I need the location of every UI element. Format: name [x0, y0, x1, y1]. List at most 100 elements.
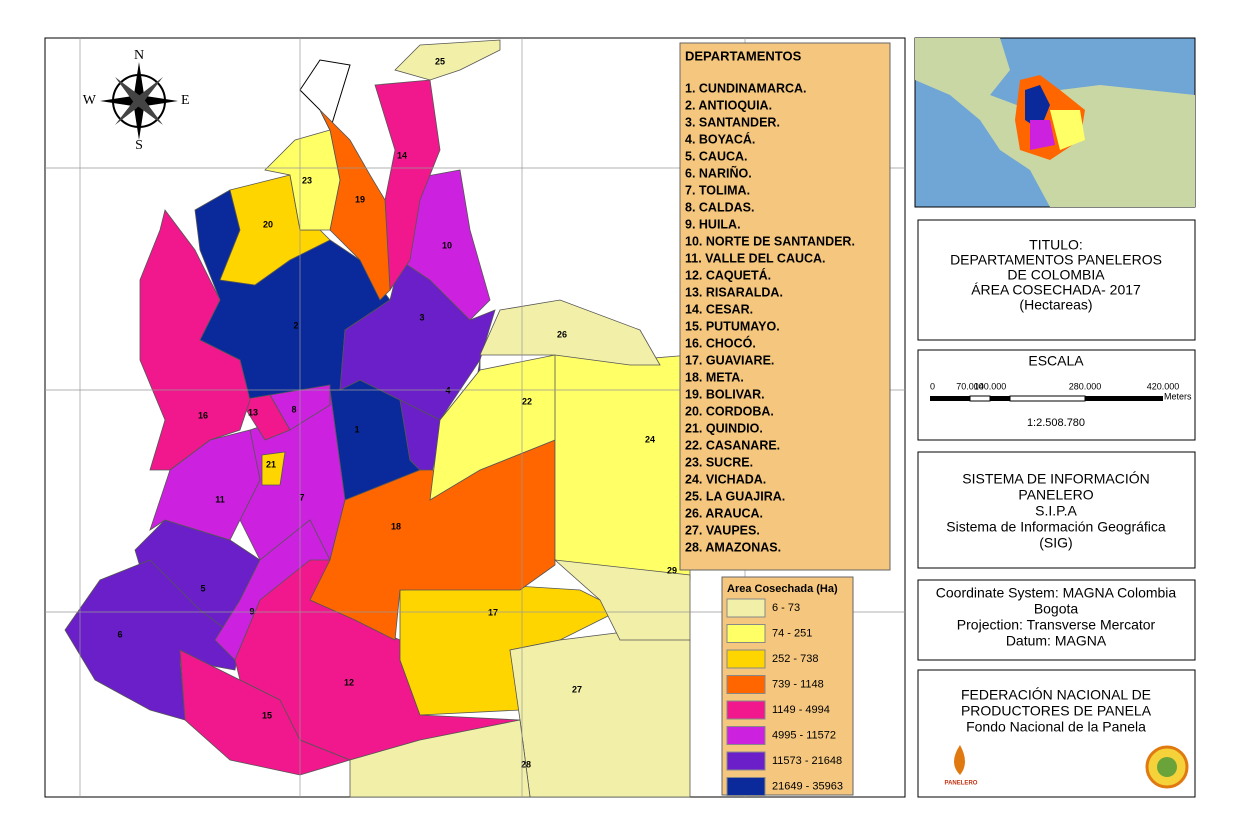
legend-swatch [726, 598, 766, 618]
text-line: SISTEMA DE INFORMACIÓN [962, 471, 1149, 487]
text-line: Coordinate System: MAGNA Colombia [936, 585, 1177, 601]
department-region [349, 719, 531, 798]
department-item: 5. CAUCA. [685, 149, 748, 163]
department-item: 24. VICHADA. [685, 472, 766, 486]
region-label: 3 [419, 312, 424, 322]
department-region [479, 299, 661, 366]
scale-title: ESCALA [1028, 353, 1084, 369]
scale-label: 0 [930, 381, 935, 391]
legend-swatch [726, 700, 766, 720]
department-item: 2. ANTIOQUIA. [685, 98, 772, 112]
legend-swatch [726, 649, 766, 669]
department-item: 26. ARAUCA. [685, 506, 763, 520]
legend-label: 1149 - 4994 [772, 704, 830, 716]
text-line: PRODUCTORES DE PANELA [961, 703, 1152, 719]
department-region [509, 629, 691, 798]
department-item: 11. VALLE DEL CAUCA. [685, 251, 826, 265]
legend-label: 74 - 251 [772, 627, 812, 639]
department-item: 22. CASANARE. [685, 438, 780, 452]
department-item: 28. AMAZONAS. [685, 540, 781, 554]
scale-label: 140.000 [974, 381, 1007, 391]
text-line: (SIG) [1039, 535, 1072, 551]
department-region [554, 354, 691, 581]
region-label: 24 [645, 434, 655, 444]
region-label: 29 [667, 565, 677, 575]
region-outline [299, 59, 351, 132]
text-line: DE COLOMBIA [1007, 267, 1105, 283]
logo-text: PANELERO [945, 781, 978, 787]
region-label: 17 [488, 607, 498, 617]
region-label: 2 [293, 320, 298, 330]
department-item: 15. PUTUMAYO. [685, 319, 780, 333]
region-label: 1 [354, 424, 359, 434]
legend-label: 6 - 73 [772, 602, 800, 614]
region-label: 12 [344, 677, 354, 687]
department-item: 19. BOLIVAR. [685, 387, 765, 401]
region-label: 22 [522, 396, 532, 406]
compass-w: W [83, 93, 97, 108]
region-label: 14 [397, 150, 407, 160]
legend-swatch [726, 726, 766, 745]
department-item: 9. HUILA. [685, 217, 741, 231]
region-label: 15 [262, 710, 272, 720]
text-line: Fondo Nacional de la Panela [966, 719, 1146, 735]
region-label: 13 [248, 407, 258, 417]
department-item: 3. SANTANDER. [685, 115, 780, 129]
departments-box [679, 42, 891, 571]
region-label: 28 [521, 759, 531, 769]
department-item: 8. CALDAS. [685, 200, 754, 214]
region-label: 9 [249, 606, 254, 616]
scale-unit: Meters [1164, 391, 1192, 401]
region-label: 8 [291, 404, 296, 414]
department-item: 14. CESAR. [685, 302, 753, 316]
department-region [64, 559, 241, 721]
department-item: 16. CHOCÓ. [685, 335, 756, 350]
legend-label: 252 - 738 [772, 653, 818, 665]
department-item: 1. CUNDINAMARCA. [685, 81, 807, 95]
text-line: S.I.P.A [1035, 503, 1077, 519]
department-item: 6. NARIÑO. [685, 165, 752, 180]
region-label: 21 [266, 459, 276, 469]
legend-label: 4995 - 11572 [772, 729, 836, 741]
legend-label: 21649 - 35963 [772, 780, 843, 792]
department-item: 25. LA GUAJIRA. [685, 489, 785, 503]
inset-map [914, 37, 1196, 208]
department-item: 21. QUINDIO. [685, 421, 763, 435]
department-item: 17. GUAVIARE. [685, 353, 774, 367]
sipa-box [917, 451, 1196, 569]
text-line: Bogota [1034, 601, 1079, 617]
coordinates-text: Coordinate System: MAGNA ColombiaBogotaP… [936, 585, 1177, 649]
text-line: Sistema de Información Geográfica [946, 519, 1166, 535]
department-item: 20. CORDOBA. [685, 404, 774, 418]
region-label: 25 [435, 56, 445, 66]
region-label: 19 [355, 194, 365, 204]
department-item: 12. CAQUETÁ. [685, 267, 771, 282]
legend-swatch [726, 777, 766, 796]
department-item: 18. META. [685, 370, 744, 384]
region-label: 7 [299, 492, 304, 502]
department-item: 13. RISARALDA. [685, 285, 783, 299]
region-label: 23 [302, 175, 312, 185]
region-label: 4 [445, 385, 450, 395]
scale-label: 70.000 [956, 381, 984, 391]
region-label: 10 [442, 240, 452, 250]
region-label: 5 [200, 583, 205, 593]
legend-swatch [726, 675, 766, 694]
department-region [264, 129, 341, 231]
region-label: 18 [391, 521, 401, 531]
department-region [139, 209, 251, 471]
region-label: 16 [198, 410, 208, 420]
map: 1234567891011121314151617181920212223242… [64, 39, 691, 798]
department-item: 23. SUCRE. [685, 455, 753, 469]
department-item: 7. TOLIMA. [685, 183, 750, 197]
scale-label: 420.000 [1147, 381, 1180, 391]
region-label: 27 [572, 684, 582, 694]
departments-title: DEPARTAMENTOS [685, 48, 802, 63]
text-line: TITULO: [1029, 237, 1083, 253]
department-region [239, 394, 291, 441]
legend-swatch [726, 624, 766, 643]
